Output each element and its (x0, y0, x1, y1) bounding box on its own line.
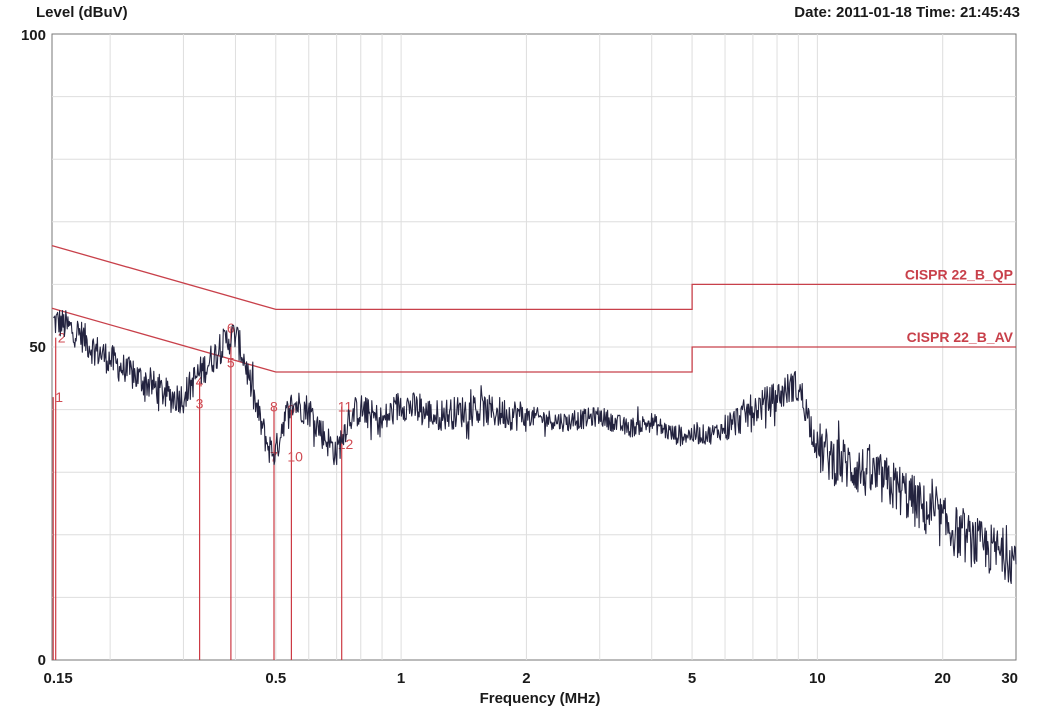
limit-label: CISPR 22_B_QP (905, 266, 1013, 282)
limit-line (51, 244, 1016, 311)
limit-line (51, 307, 1016, 373)
y-tick-label: 0 (38, 652, 46, 669)
x-tick-label: 1 (397, 670, 405, 687)
marker-label: 6 (227, 320, 235, 336)
x-tick-label: 2 (522, 670, 530, 687)
x-tick-label: 20 (934, 670, 951, 687)
marker-label: 5 (227, 355, 235, 371)
limit-label: CISPR 22_B_AV (907, 329, 1014, 345)
trace-layer (53, 310, 1017, 585)
x-axis-label: Frequency (MHz) (479, 690, 601, 707)
measurement-trace (53, 310, 1017, 585)
marker-label: 9 (287, 402, 295, 418)
timestamp: Date: 2011-01-18 Time: 21:45:43 (794, 4, 1020, 21)
x-tick-label: 0.5 (265, 670, 286, 687)
tick-labels: 0.15 0.5 1 2 5 10 20 30 0 50 100 (21, 27, 1018, 687)
marker-label: 4 (196, 373, 204, 389)
marker-label: 3 (196, 395, 204, 411)
x-tick-label: 10 (809, 670, 826, 687)
marker-label: 10 (287, 449, 303, 465)
marker-label: 11 (338, 398, 353, 414)
marker-label: 1 (55, 389, 63, 405)
marker-label: 8 (270, 398, 278, 414)
y-tick-label: 100 (21, 27, 46, 44)
x-tick-label: 0.15 (44, 670, 73, 687)
y-tick-label: 50 (29, 339, 46, 356)
limit-lines: CISPR 22_B_QP CISPR 22_B_AV (51, 244, 1016, 373)
marker-label: 2 (58, 330, 66, 346)
y-axis-label: Level (dBuV) (36, 4, 128, 21)
x-tick-label: 5 (688, 670, 696, 687)
x-tick-label: 30 (1001, 670, 1018, 687)
